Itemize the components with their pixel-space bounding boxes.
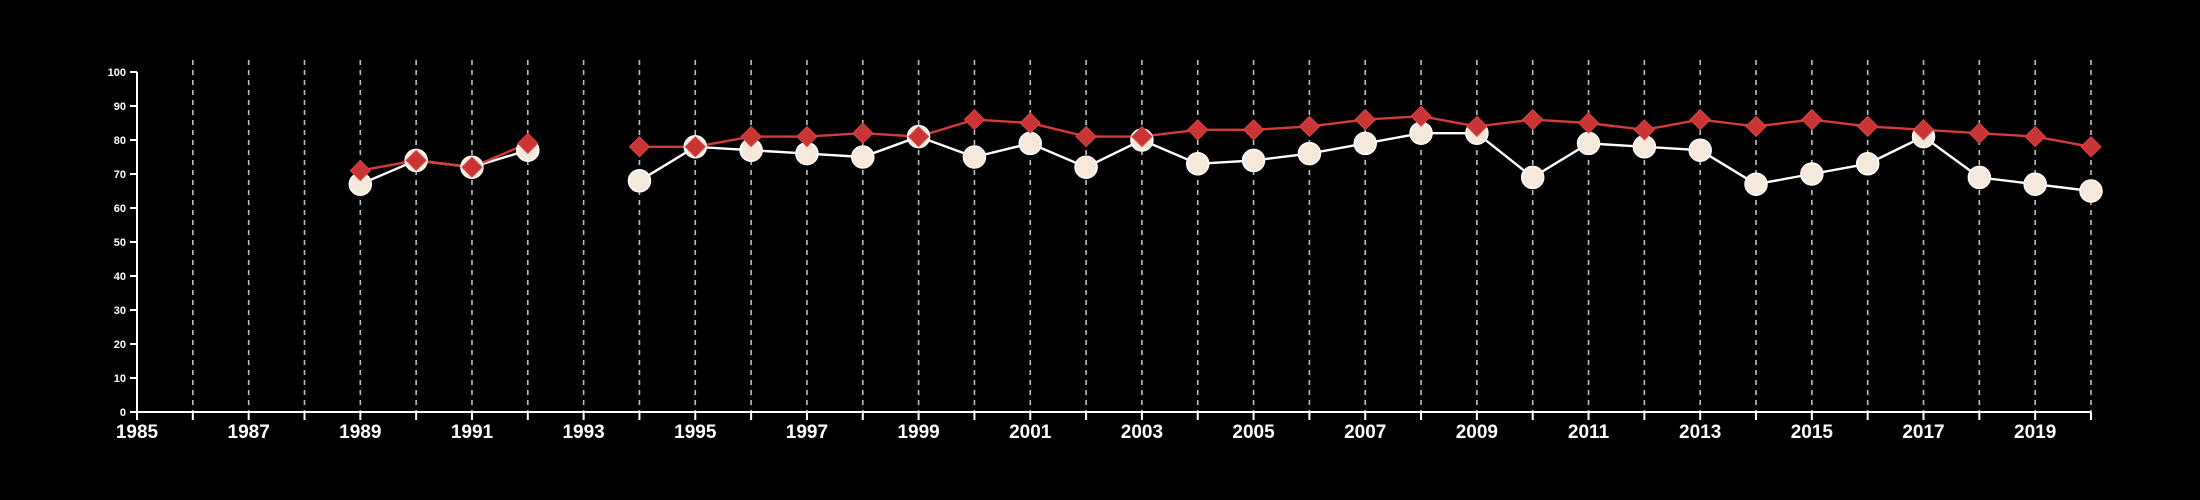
series-1-point-2007 xyxy=(1353,131,1377,156)
series-1-point-2004 xyxy=(1185,152,1210,176)
series-2-point-2004 xyxy=(1187,119,1209,141)
x-tick-label-1991: 1991 xyxy=(451,422,494,443)
series-2-point-2009 xyxy=(1466,115,1488,138)
x-tick-label-2011: 2011 xyxy=(1568,422,1610,443)
x-tick-label-2007: 2007 xyxy=(1344,422,1386,443)
axes: 0 10 20 30 40 50 60 70 80 90 100 1985 1987 1989 1991 19… xyxy=(108,67,2092,443)
series-1-point-2010 xyxy=(1520,165,1545,190)
series-2-point-2001 xyxy=(1019,112,1041,134)
y-tick-label-80: 80 xyxy=(114,135,126,147)
y-tick-label-70: 70 xyxy=(114,169,126,181)
x-tick-label-1987: 1987 xyxy=(228,422,270,443)
series-2-point-1990 xyxy=(405,149,427,172)
x-tick-label-1993: 1993 xyxy=(562,422,604,443)
series-2-point-2003 xyxy=(1131,125,1153,148)
series-2-point-2005 xyxy=(1242,119,1265,141)
series-1-point-2001 xyxy=(1018,131,1043,156)
y-tick-label-20: 20 xyxy=(114,339,126,351)
x-tick-label-2019: 2019 xyxy=(2014,422,2056,443)
x-tick-label-2013: 2013 xyxy=(1679,422,1721,443)
series-1-point-2018 xyxy=(1967,165,1992,190)
series-2-point-2013 xyxy=(1689,108,1711,131)
series-1-point-2000 xyxy=(962,145,987,169)
y-tick-label-100: 100 xyxy=(108,67,126,79)
x-tick-label-1997: 1997 xyxy=(786,422,828,443)
series-2-point-2016 xyxy=(1856,115,1879,138)
series-2-point-1992 xyxy=(517,132,539,155)
series-1-point-2013 xyxy=(1688,138,1712,162)
series-1-point-2015 xyxy=(1800,162,1824,186)
series-1-point-2020 xyxy=(2079,179,2103,203)
x-tick-label-2001: 2001 xyxy=(1009,422,1052,443)
x-tick-label-2009: 2009 xyxy=(1456,422,1498,443)
series-2-point-2018 xyxy=(1968,122,1991,144)
y-tick-label-60: 60 xyxy=(114,203,126,215)
x-tick-label-2003: 2003 xyxy=(1121,422,1163,443)
x-tick-label-1985: 1985 xyxy=(116,422,159,443)
grid-lines xyxy=(192,60,2092,412)
series-2-point-1996 xyxy=(740,125,762,148)
series-2-point-1997 xyxy=(796,125,818,148)
series-1-point-2011 xyxy=(1576,131,1601,156)
series-1-point-2016 xyxy=(1855,152,1880,176)
series-2-point-1995 xyxy=(684,136,706,158)
series-2-point-1989 xyxy=(349,159,372,182)
x-tick-label-1989: 1989 xyxy=(339,422,381,443)
series-2-point-2000 xyxy=(963,108,986,131)
y-tick-label-0: 0 xyxy=(120,407,126,419)
series-1-point-1998 xyxy=(851,145,875,169)
series-2-line-segment-1 xyxy=(360,142,529,172)
series-2-point-2020 xyxy=(2080,136,2102,158)
x-tick-label-2017: 2017 xyxy=(1902,422,1944,443)
y-tick-label-90: 90 xyxy=(114,101,126,113)
series-lines xyxy=(359,114,2092,193)
series-2-point-2010 xyxy=(1522,108,1544,131)
series-2-point-2008 xyxy=(1410,105,1432,127)
series-2-point-2002 xyxy=(1075,125,1097,148)
series-1-point-1994 xyxy=(627,169,652,193)
series-2-point-2015 xyxy=(1801,108,1823,131)
x-tick-label-2015: 2015 xyxy=(1791,422,1834,443)
series-2-point-1999 xyxy=(907,125,930,148)
y-tick-label-10: 10 xyxy=(114,373,126,385)
data-markers xyxy=(348,105,2103,203)
series-2-point-2007 xyxy=(1354,108,1376,131)
series-2-point-1998 xyxy=(852,122,874,144)
series-2-point-1991 xyxy=(461,156,483,178)
x-tick-label-2005: 2005 xyxy=(1232,422,1275,443)
series-2-point-1994 xyxy=(628,136,651,158)
series-1-point-2006 xyxy=(1297,141,1322,166)
x-tick-label-1999: 1999 xyxy=(897,422,939,443)
series-1-point-2014 xyxy=(1744,172,1768,196)
x-tick-label-1995: 1995 xyxy=(674,422,717,443)
series-1-point-2002 xyxy=(1074,155,1098,179)
series-2-point-2014 xyxy=(1745,115,1767,138)
series-2-point-2011 xyxy=(1577,112,1600,134)
y-tick-label-30: 30 xyxy=(114,305,126,317)
series-2-point-2017 xyxy=(1912,119,1935,141)
series-1-point-2005 xyxy=(1241,148,1266,173)
y-tick-label-40: 40 xyxy=(114,271,126,283)
y-tick-label-50: 50 xyxy=(114,237,126,249)
series-2-point-2012 xyxy=(1633,119,1656,141)
series-2-point-2006 xyxy=(1298,115,1321,138)
series-1-point-2019 xyxy=(2023,172,2047,196)
series-2-point-2019 xyxy=(2024,125,2046,148)
